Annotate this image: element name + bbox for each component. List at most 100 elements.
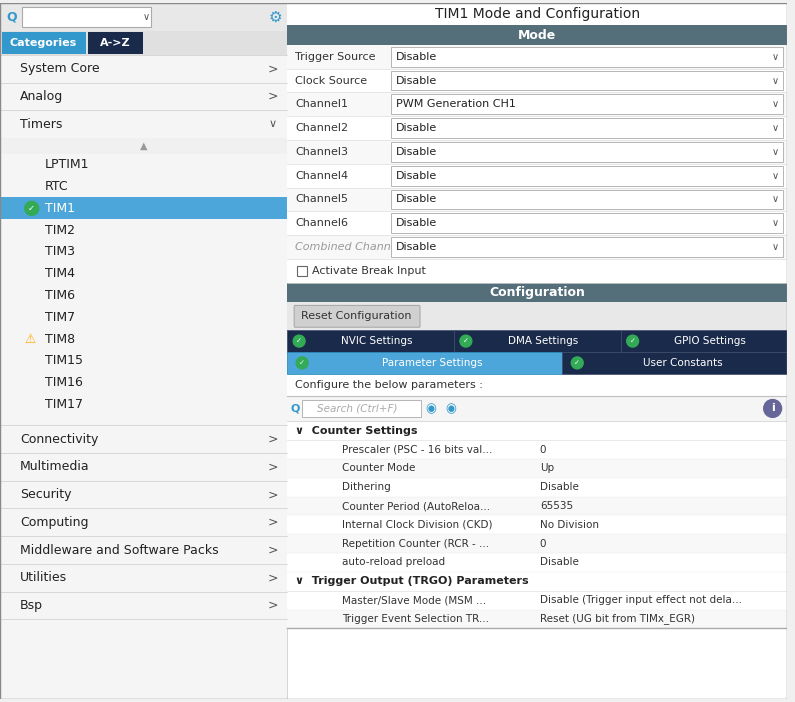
Text: ✓: ✓ bbox=[574, 360, 580, 366]
Text: Reset Configuration: Reset Configuration bbox=[301, 311, 412, 322]
Text: Channel6: Channel6 bbox=[295, 218, 348, 228]
Bar bbox=[0, 197, 287, 219]
Text: Analog: Analog bbox=[20, 90, 63, 103]
Text: ∨: ∨ bbox=[772, 147, 779, 157]
Text: Disable: Disable bbox=[396, 76, 437, 86]
Text: Timers: Timers bbox=[20, 118, 62, 131]
Text: >: > bbox=[267, 432, 277, 446]
Bar bbox=[287, 609, 788, 628]
Bar bbox=[287, 496, 788, 515]
Bar bbox=[391, 190, 782, 209]
Bar bbox=[0, 4, 287, 31]
Text: >: > bbox=[267, 488, 277, 501]
Text: TIM15: TIM15 bbox=[45, 355, 83, 367]
Bar bbox=[287, 117, 788, 140]
Text: ∨: ∨ bbox=[143, 12, 150, 22]
Text: Counter Mode: Counter Mode bbox=[342, 463, 415, 473]
Bar bbox=[287, 330, 454, 352]
Bar bbox=[454, 330, 621, 352]
Text: ∨  Trigger Output (TRGO) Parameters: ∨ Trigger Output (TRGO) Parameters bbox=[295, 576, 529, 586]
Bar bbox=[287, 93, 788, 117]
Bar bbox=[287, 352, 562, 373]
Bar bbox=[391, 166, 782, 185]
Bar bbox=[0, 138, 287, 154]
Bar bbox=[287, 303, 788, 330]
Text: ∨: ∨ bbox=[772, 123, 779, 133]
Text: >: > bbox=[267, 543, 277, 557]
Text: Disable: Disable bbox=[396, 147, 437, 157]
Text: DMA Settings: DMA Settings bbox=[508, 336, 579, 346]
Text: Trigger Event Selection TR...: Trigger Event Selection TR... bbox=[342, 614, 489, 624]
Text: Internal Clock Division (CKD): Internal Clock Division (CKD) bbox=[342, 520, 492, 530]
Bar bbox=[287, 259, 788, 283]
Text: >: > bbox=[267, 62, 277, 75]
Text: TIM4: TIM4 bbox=[45, 267, 75, 280]
Bar bbox=[287, 164, 788, 187]
Text: Reset (UG bit from TIMx_EGR): Reset (UG bit from TIMx_EGR) bbox=[540, 614, 695, 624]
Text: Channel3: Channel3 bbox=[295, 147, 348, 157]
Text: ∨: ∨ bbox=[772, 218, 779, 228]
Text: 65535: 65535 bbox=[540, 501, 573, 511]
Text: ✓: ✓ bbox=[299, 360, 305, 366]
Bar bbox=[391, 142, 782, 161]
Text: ⚠: ⚠ bbox=[24, 333, 35, 345]
Bar bbox=[21, 7, 150, 27]
Text: ◉: ◉ bbox=[445, 402, 456, 415]
Text: >: > bbox=[267, 90, 277, 103]
Text: Channel1: Channel1 bbox=[295, 100, 348, 110]
Bar bbox=[287, 4, 788, 698]
Text: Combined Channels: Combined Channels bbox=[295, 242, 407, 252]
Text: Multimedia: Multimedia bbox=[20, 461, 89, 473]
Text: Bsp: Bsp bbox=[20, 599, 43, 612]
Circle shape bbox=[572, 357, 584, 369]
Text: Prescaler (PSC - 16 bits val...: Prescaler (PSC - 16 bits val... bbox=[342, 444, 492, 455]
Bar bbox=[287, 187, 788, 211]
Text: ✓: ✓ bbox=[463, 338, 469, 344]
Bar bbox=[287, 421, 788, 440]
Text: Disable: Disable bbox=[396, 242, 437, 252]
Bar bbox=[287, 235, 788, 259]
Text: Categories: Categories bbox=[10, 38, 77, 48]
Bar bbox=[287, 440, 788, 459]
Text: ∨: ∨ bbox=[269, 119, 277, 129]
Text: Computing: Computing bbox=[20, 516, 88, 529]
Bar bbox=[88, 32, 142, 54]
Text: Parameter Settings: Parameter Settings bbox=[382, 358, 483, 368]
Circle shape bbox=[764, 399, 781, 418]
Text: Master/Slave Mode (MSM ...: Master/Slave Mode (MSM ... bbox=[342, 595, 486, 605]
Text: Dithering: Dithering bbox=[342, 482, 390, 492]
Bar bbox=[297, 266, 307, 276]
Text: >: > bbox=[267, 599, 277, 612]
Text: Clock Source: Clock Source bbox=[295, 76, 367, 86]
Text: Channel4: Channel4 bbox=[295, 171, 348, 180]
Text: ✓: ✓ bbox=[28, 204, 35, 213]
Text: >: > bbox=[267, 461, 277, 473]
Text: ∨: ∨ bbox=[772, 100, 779, 110]
Bar bbox=[287, 459, 788, 478]
Text: ∨: ∨ bbox=[772, 76, 779, 86]
Text: i: i bbox=[771, 404, 774, 413]
Bar bbox=[391, 95, 782, 114]
Bar bbox=[391, 213, 782, 233]
Text: ∨: ∨ bbox=[772, 194, 779, 204]
Bar bbox=[287, 4, 788, 25]
Bar bbox=[287, 373, 788, 395]
Text: Trigger Source: Trigger Source bbox=[295, 52, 376, 62]
Text: Configuration: Configuration bbox=[490, 286, 585, 299]
Text: Disable: Disable bbox=[540, 557, 579, 567]
Text: >: > bbox=[267, 571, 277, 584]
Bar bbox=[2, 32, 86, 54]
Text: Search (Ctrl+F): Search (Ctrl+F) bbox=[317, 404, 398, 413]
Text: TIM17: TIM17 bbox=[45, 398, 83, 411]
Text: Configure the below parameters :: Configure the below parameters : bbox=[295, 380, 483, 390]
Bar bbox=[562, 352, 788, 373]
Bar bbox=[287, 211, 788, 235]
Bar bbox=[0, 31, 287, 55]
Text: Disable (Trigger input effect not dela...: Disable (Trigger input effect not dela..… bbox=[540, 595, 742, 605]
Bar bbox=[287, 140, 788, 164]
Bar bbox=[287, 395, 788, 421]
Text: Security: Security bbox=[20, 488, 72, 501]
Bar bbox=[0, 4, 287, 698]
Text: ∨: ∨ bbox=[772, 52, 779, 62]
Text: Connectivity: Connectivity bbox=[20, 432, 99, 446]
